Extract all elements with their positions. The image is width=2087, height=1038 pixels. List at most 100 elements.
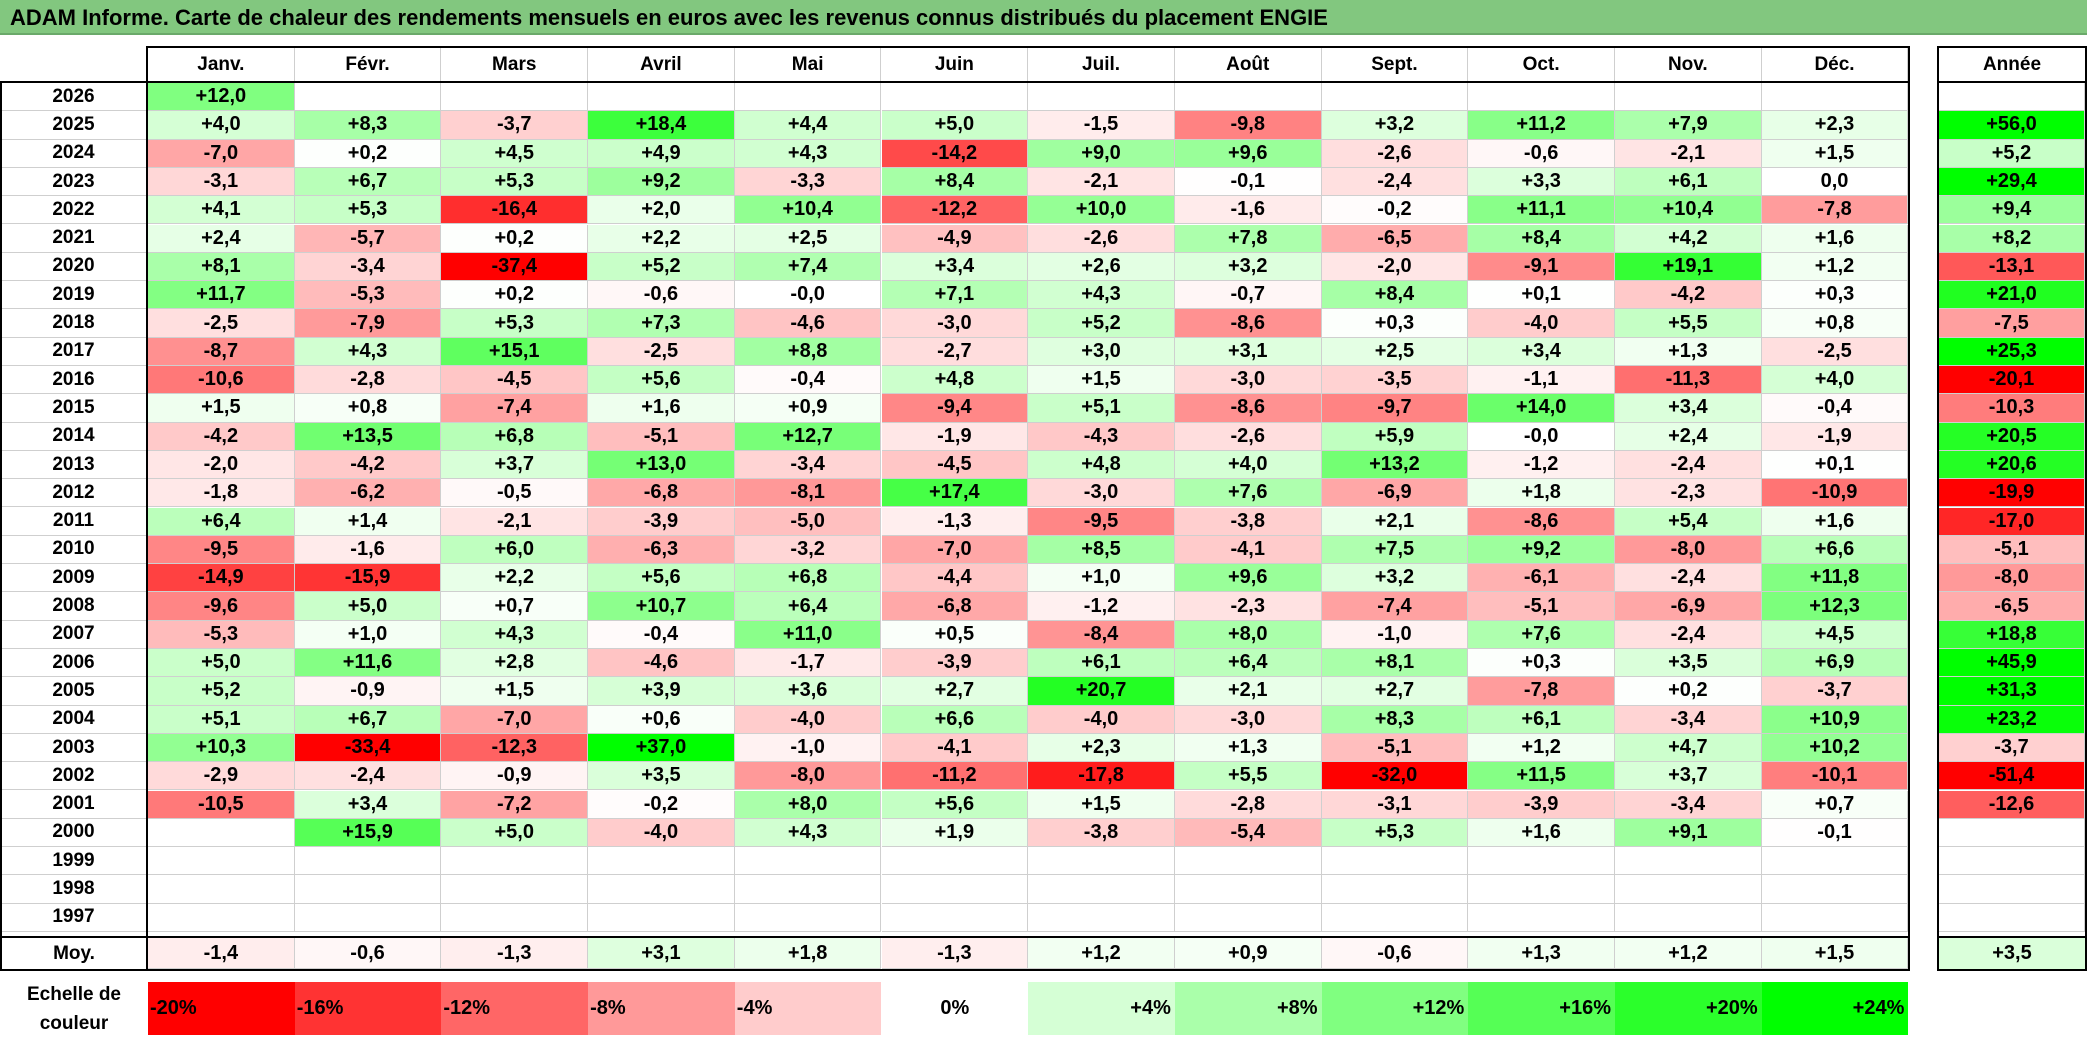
heatmap-cell: -2,0: [148, 450, 295, 480]
color-scale-swatch: +16%: [1468, 982, 1615, 1035]
heatmap-cell: +5,2: [1028, 309, 1175, 338]
column-header: Janv.: [148, 48, 295, 82]
heatmap-cell: +17,4: [881, 479, 1029, 508]
heatmap-cell: -9,5: [148, 535, 295, 565]
heatmap-cell: -9,4: [881, 394, 1029, 423]
heatmap-cell: +8,1: [1321, 649, 1469, 678]
row-year-label: 2022: [0, 196, 148, 225]
heatmap-cell: +18,4: [588, 111, 735, 140]
heatmap-cell: -5,4: [1174, 818, 1322, 848]
row-year-label: 2013: [0, 450, 148, 480]
heatmap-cell: +3,2: [1174, 252, 1322, 282]
heatmap-cell: -6,8: [588, 479, 735, 508]
row-year-label: 2016: [0, 366, 148, 395]
heatmap-cell: [294, 875, 442, 904]
color-scale-swatch: -16%: [294, 982, 442, 1035]
heatmap-cell: -0,2: [1321, 196, 1469, 225]
heatmap-cell: [1028, 847, 1175, 876]
heatmap-cell: -2,5: [588, 337, 735, 366]
heatmap-cell: -7,0: [881, 535, 1029, 565]
heatmap-cell: -7,8: [1761, 196, 1909, 225]
heatmap-cell: -6,9: [1321, 479, 1469, 508]
heatmap-cell: -14,9: [148, 564, 295, 593]
heatmap-cell: -37,4: [441, 252, 589, 282]
heatmap-cell: +2,1: [1174, 677, 1322, 706]
row-year-label: 2010: [0, 535, 148, 565]
heatmap-cell: -0,6: [588, 281, 735, 310]
annual-cell: +9,4: [1939, 196, 2085, 225]
heatmap-cell: [1321, 903, 1469, 932]
heatmap-cell: [148, 903, 295, 932]
heatmap-cell: -2,6: [1028, 224, 1175, 253]
heatmap-cell: +1,6: [1761, 224, 1909, 253]
heatmap-cell: +4,0: [1174, 450, 1322, 480]
color-scale-swatch: +12%: [1321, 982, 1469, 1035]
heatmap-cell: +4,0: [1761, 366, 1909, 395]
heatmap-cell: +2,5: [734, 224, 882, 253]
heatmap-cell: +11,2: [1468, 111, 1615, 140]
annual-cell: -17,0: [1939, 507, 2085, 536]
annual-cell: [1939, 903, 2085, 932]
annual-cell: +20,5: [1939, 422, 2085, 451]
color-scale-label: Echelle de couleur: [0, 980, 148, 1037]
heatmap-cell: +4,2: [1615, 224, 1762, 253]
heatmap-cell: +1,8: [1468, 479, 1615, 508]
heatmap-cell: -6,2: [294, 479, 442, 508]
color-scale-swatch: -12%: [441, 982, 589, 1035]
heatmap-cell: +4,3: [294, 337, 442, 366]
heatmap-cell: -3,5: [1321, 366, 1469, 395]
heatmap-cell: [588, 875, 735, 904]
heatmap-cell: +5,6: [588, 564, 735, 593]
heatmap-cell: +11,8: [1761, 564, 1909, 593]
heatmap-cell: +5,0: [441, 818, 589, 848]
heatmap-cell: +2,3: [1028, 733, 1175, 763]
heatmap-cell: +5,0: [148, 649, 295, 678]
heatmap-cell: +1,0: [1028, 564, 1175, 593]
heatmap-cell: +4,3: [441, 620, 589, 649]
heatmap-cell: -4,4: [881, 564, 1029, 593]
heatmap-cell: +5,6: [588, 366, 735, 395]
heatmap-cell: +11,5: [1468, 762, 1615, 791]
heatmap-cell: +0,3: [1761, 281, 1909, 310]
heatmap-cell: -8,6: [1174, 309, 1322, 338]
heatmap-cell: [881, 847, 1029, 876]
heatmap-cell: [294, 903, 442, 932]
heatmap-cell: -2,5: [148, 309, 295, 338]
heatmap-cell: +0,6: [588, 705, 735, 734]
average-bottom-rule: [0, 969, 1911, 971]
column-header: Août: [1174, 48, 1322, 82]
heatmap-cell: -0,0: [734, 281, 882, 310]
average-cell: -1,4: [148, 938, 295, 969]
row-year-label: 2015: [0, 394, 148, 423]
column-header: Juil.: [1028, 48, 1175, 82]
heatmap-cell: +6,0: [441, 535, 589, 565]
heatmap-cell: -3,0: [1028, 479, 1175, 508]
color-scale-swatch: -20%: [148, 982, 295, 1035]
average-cell: +0,9: [1174, 938, 1322, 969]
column-header: Juin: [881, 48, 1029, 82]
heatmap-cell: -3,4: [1615, 705, 1762, 734]
heatmap-cell: +4,3: [734, 139, 882, 168]
heatmap-cell: +9,1: [1615, 818, 1762, 848]
average-cell: -0,6: [1321, 938, 1469, 969]
average-top-rule: [0, 936, 1911, 938]
color-scale-swatch: +24%: [1761, 982, 1909, 1035]
heatmap-cell: +7,6: [1174, 479, 1322, 508]
heatmap-cell: -2,1: [1028, 167, 1175, 197]
heatmap-cell: [1615, 903, 1762, 932]
heatmap-cell: +1,2: [1761, 252, 1909, 282]
row-year-label: 2019: [0, 281, 148, 310]
heatmap-cell: -4,0: [734, 705, 882, 734]
heatmap-cell: -2,0: [1321, 252, 1469, 282]
heatmap-cell: +5,5: [1615, 309, 1762, 338]
heatmap-cell: [734, 875, 882, 904]
heatmap-cell: -2,4: [1615, 620, 1762, 649]
heatmap-cell: -0,1: [1174, 167, 1322, 197]
heatmap-cell: +1,3: [1615, 337, 1762, 366]
column-header: Avril: [588, 48, 735, 82]
page-title: ADAM Informe. Carte de chaleur des rende…: [10, 5, 1328, 30]
heatmap-cell: -4,5: [881, 450, 1029, 480]
heatmap-cell: +1,6: [1761, 507, 1909, 536]
heatmap-cell: -0,0: [1468, 422, 1615, 451]
row-year-label: 2008: [0, 592, 148, 621]
